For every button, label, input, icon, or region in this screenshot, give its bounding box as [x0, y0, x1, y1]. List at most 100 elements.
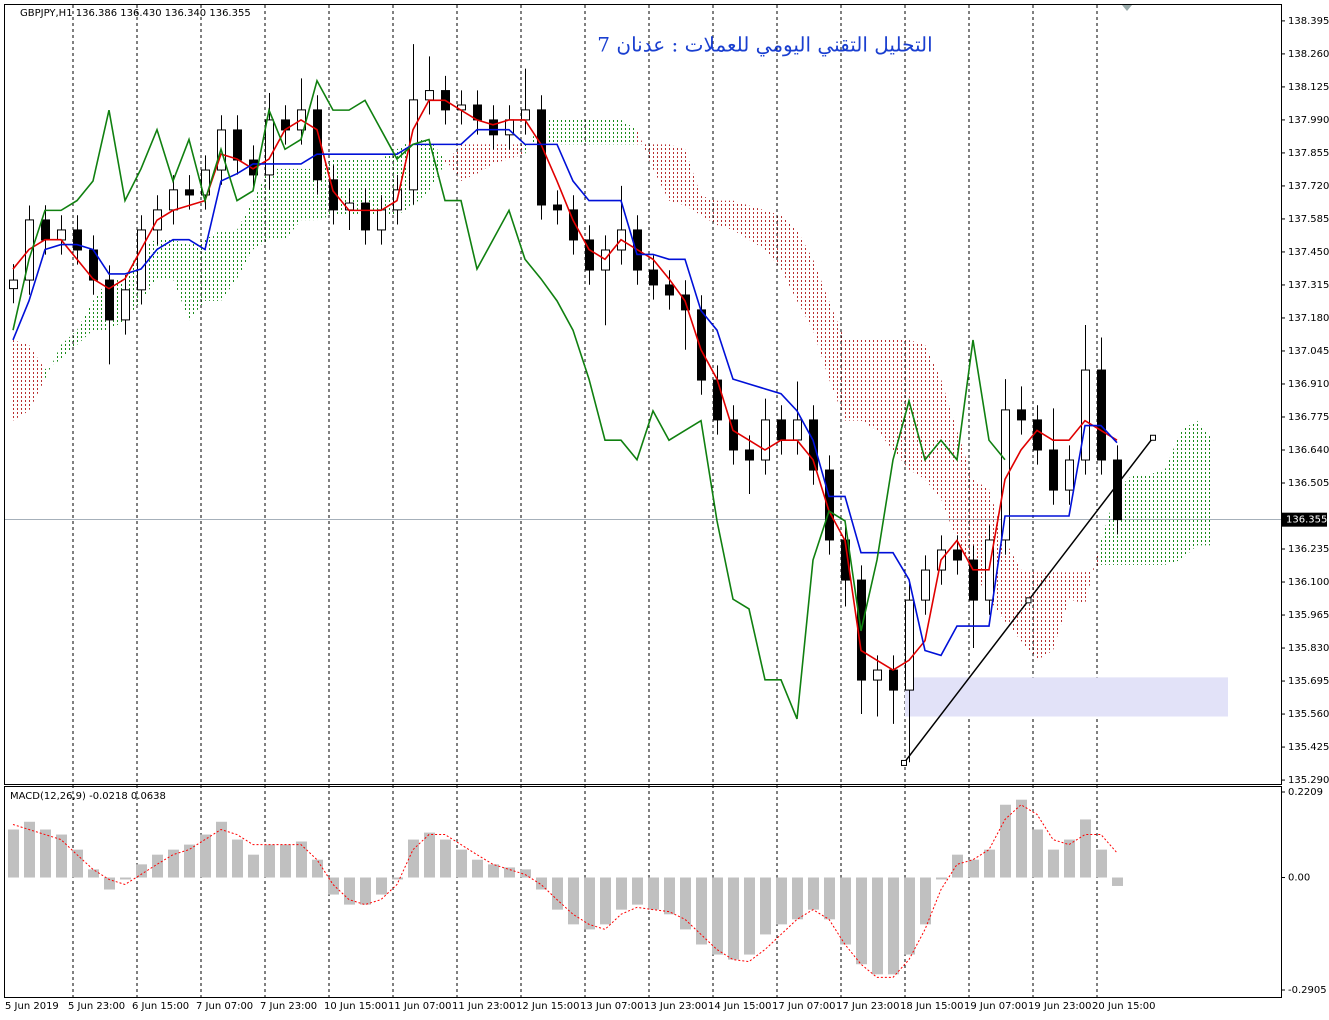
macd-bar — [456, 849, 467, 878]
candle-body — [761, 419, 770, 461]
candle-body — [201, 169, 210, 196]
candle-body — [377, 209, 386, 231]
trendline-handle — [1025, 597, 1032, 604]
y-tick-label: 135.290 — [1288, 775, 1329, 786]
cloud-segment — [557, 119, 573, 145]
y-tick-label: 138.395 — [1288, 16, 1329, 27]
cloud-segment — [797, 229, 813, 331]
candle-body — [809, 419, 818, 471]
x-tick-label: 18 Jun 15:00 — [900, 1001, 964, 1012]
macd-bar — [664, 877, 675, 915]
macd-bar — [792, 877, 803, 920]
indicator-line — [12, 78, 1006, 720]
last-price-box — [1281, 512, 1327, 527]
macd-bar — [56, 834, 67, 878]
candle-body — [361, 202, 370, 231]
macd-bar — [728, 877, 739, 960]
macd-bar — [312, 859, 323, 878]
cloud-segment — [13, 339, 29, 421]
support-zone — [905, 677, 1228, 717]
y-tick-label: 135.425 — [1288, 742, 1329, 753]
macd-bar — [328, 877, 339, 895]
x-tick-label: 20 Jun 15:00 — [1092, 1001, 1156, 1012]
macd-bar — [184, 844, 195, 878]
macd-bar — [360, 877, 371, 905]
macd-bar — [104, 877, 115, 890]
candle-body — [649, 269, 658, 286]
candle-body — [889, 669, 898, 691]
macd-bar — [88, 869, 99, 878]
y-tick-label: 138.125 — [1288, 82, 1329, 93]
macd-bar — [632, 877, 643, 905]
macd-bar — [776, 877, 787, 925]
cloud-segment — [77, 300, 93, 345]
y-tick-label: 137.045 — [1288, 346, 1329, 357]
macd-bar — [1048, 849, 1059, 878]
cloud-segment — [157, 239, 173, 279]
y-tick-label: 135.965 — [1288, 610, 1329, 621]
macd-bar — [904, 877, 915, 955]
cloud-segment — [589, 119, 605, 145]
y-tick-label: 138.260 — [1288, 49, 1329, 60]
macd-bar — [968, 859, 979, 878]
x-tick-label: 11 Jun 07:00 — [388, 1001, 452, 1012]
macd-bar — [584, 877, 595, 930]
candle-body — [569, 209, 578, 241]
cloud-segment — [637, 129, 653, 169]
macd-bar — [520, 869, 531, 878]
candle-body — [713, 379, 722, 421]
candle-body — [121, 289, 130, 321]
cloud-segment — [205, 229, 221, 301]
candle-body — [521, 109, 530, 121]
candle-body — [1033, 419, 1042, 451]
macd-bar — [1112, 877, 1123, 886]
x-tick-label: 17 Jun 23:00 — [836, 1001, 900, 1012]
cloud-segment — [877, 339, 893, 450]
macd-bar — [872, 877, 883, 975]
cloud-segment — [685, 149, 701, 216]
macd-bar — [472, 859, 483, 878]
y-tick-label: 137.180 — [1288, 313, 1329, 324]
candle-body — [9, 279, 18, 290]
cloud-segment — [173, 239, 189, 321]
candle-body — [425, 90, 434, 101]
candle-body — [329, 179, 338, 211]
cloud-segment — [861, 339, 877, 431]
cloud-segment — [269, 168, 285, 240]
candle-body — [905, 599, 914, 691]
macd-bar — [440, 839, 451, 878]
cloud-segment — [813, 259, 829, 380]
macd-bar — [296, 841, 307, 878]
candle-body — [1097, 369, 1106, 461]
candle-body — [745, 449, 754, 461]
cloud-segment — [1197, 420, 1213, 546]
cloud-segment — [669, 144, 685, 206]
cloud-segment — [301, 168, 317, 221]
macd-bar — [216, 821, 227, 878]
macd-bar — [712, 877, 723, 955]
macd-bar — [8, 829, 19, 878]
y-tick-label: 137.990 — [1288, 115, 1329, 126]
cloud-segment — [733, 200, 749, 240]
y-tick-label: 136.775 — [1288, 412, 1329, 423]
candle-body — [137, 229, 146, 291]
macd-bar — [392, 877, 403, 880]
cloud-segment — [349, 159, 365, 216]
y-tick-label: 136.910 — [1288, 379, 1329, 390]
cloud-segment — [749, 205, 765, 250]
y-tick-label: 135.695 — [1288, 676, 1329, 687]
macd-bar — [504, 867, 515, 878]
cloud-segment — [1053, 572, 1069, 651]
macd-bar — [696, 877, 707, 945]
candle-body — [953, 549, 962, 561]
candle-body — [777, 419, 786, 441]
macd-bar — [952, 854, 963, 878]
candle-body — [57, 229, 66, 241]
cloud-segment — [941, 379, 957, 541]
macd-bar — [936, 877, 947, 880]
cloud-segment — [1149, 469, 1165, 565]
cloud-segment — [717, 200, 733, 230]
x-tick-label: 11 Jun 23:00 — [452, 1001, 516, 1012]
candle-body — [1065, 459, 1074, 491]
x-tick-label: 13 Jun 23:00 — [644, 1001, 708, 1012]
